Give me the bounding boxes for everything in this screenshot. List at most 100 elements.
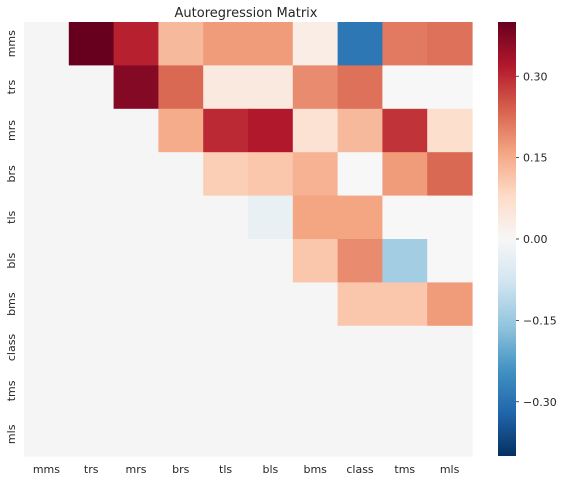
heatmap-cell-tls-class — [337, 195, 383, 240]
heatmap-cell-mls-class — [337, 412, 383, 457]
heatmap-cell-trs-brs — [158, 65, 204, 110]
heatmap-cell-mrs-mrs — [113, 108, 159, 153]
heatmap-cell-tms-mms — [24, 369, 70, 414]
heatmap-cell-class-mms — [24, 325, 70, 370]
heatmap-cell-brs-trs — [68, 152, 115, 197]
heatmap-cell-mrs-class — [337, 108, 383, 153]
heatmap-cell-class-brs — [158, 325, 204, 370]
heatmap-cell-bls-mrs — [113, 239, 159, 283]
heatmap-cell-bms-class — [337, 282, 383, 327]
heatmap-cell-mls-trs — [68, 412, 115, 457]
heatmap-cell-brs-tls — [203, 152, 249, 197]
heatmap-cell-class-tls — [203, 325, 249, 370]
heatmap-cell-bms-brs — [158, 282, 204, 327]
heatmap-cell-brs-mls — [427, 152, 473, 197]
colorbar-tick-label: −0.15 — [523, 314, 557, 327]
heatmap-cell-mls-tms — [382, 412, 428, 457]
heatmap-cell-class-mrs — [113, 325, 159, 370]
heatmap-cell-mrs-bms — [292, 108, 339, 153]
y-tick-label: trs — [5, 80, 18, 95]
heatmap-cell-mms-brs — [158, 22, 204, 66]
heatmap-cell-tms-trs — [68, 369, 115, 414]
y-tick-label: tms — [5, 380, 18, 401]
heatmap-cell-trs-mms — [24, 65, 70, 110]
heatmap-cell-tls-tms — [382, 195, 428, 240]
heatmap-cell-class-bls — [248, 325, 294, 370]
heatmap-cell-trs-tms — [382, 65, 428, 110]
heatmap-cell-tls-bls — [248, 195, 294, 240]
heatmap-cell-mls-mms — [24, 412, 70, 457]
colorbar — [498, 22, 516, 456]
heatmap-cell-trs-mrs — [113, 65, 159, 110]
heatmap-cell-class-tms — [382, 325, 428, 370]
heatmap-cell-bms-mrs — [113, 282, 159, 327]
heatmap-cell-tls-trs — [68, 195, 115, 240]
heatmap-cell-bms-trs — [68, 282, 115, 327]
heatmap-cell-tls-bms — [292, 195, 339, 240]
heatmap-cell-mrs-tls — [203, 108, 249, 153]
heatmap-cell-bms-mms — [24, 282, 70, 327]
heatmap-cell-trs-class — [337, 65, 383, 110]
y-tick-label: class — [5, 334, 18, 362]
heatmap-cell-trs-tls — [203, 65, 249, 110]
heatmap-cell-tms-mls — [427, 369, 473, 414]
heatmap-cell-tls-mms — [24, 195, 70, 240]
heatmap-cell-brs-bls — [248, 152, 294, 197]
heatmap-cell-bls-mms — [24, 239, 70, 283]
heatmap-cell-brs-class — [337, 152, 383, 197]
heatmap-cell-tms-bms — [292, 369, 339, 414]
heatmap-cell-trs-mls — [427, 65, 473, 110]
y-tick-label: bms — [5, 292, 18, 316]
colorbar-tick-label: 0.15 — [523, 152, 548, 165]
heatmap-cell-mms-mls — [427, 22, 473, 66]
y-tick-label: tls — [5, 210, 18, 223]
x-tick-label: mms — [33, 463, 60, 476]
heatmap-cell-bls-tls — [203, 239, 249, 283]
heatmap-cell-tls-mrs — [113, 195, 159, 240]
x-tick-label: class — [346, 463, 374, 476]
heatmap-cell-class-class — [337, 325, 383, 370]
heatmap-cell-mms-mrs — [113, 22, 159, 66]
heatmap-cell-class-bms — [292, 325, 339, 370]
heatmap-cell-trs-bms — [292, 65, 339, 110]
heatmap-cell-mms-bms — [292, 22, 339, 66]
heatmap-cell-tls-mls — [427, 195, 473, 240]
chart-title: Autoregression Matrix — [175, 6, 318, 21]
heatmap-cell-mrs-mms — [24, 108, 70, 153]
heatmap-cell-tms-tls — [203, 369, 249, 414]
heatmap-cell-class-trs — [68, 325, 115, 370]
heatmap-cell-class-mls — [427, 325, 473, 370]
heatmap-cell-bls-trs — [68, 239, 115, 283]
heatmap-cell-mrs-mls — [427, 108, 473, 153]
heatmap-cell-tls-brs — [158, 195, 204, 240]
x-tick-label: brs — [172, 463, 190, 476]
heatmap-cell-tms-bls — [248, 369, 294, 414]
heatmap-cell-bms-mls — [427, 282, 473, 327]
x-tick-label: bls — [263, 463, 279, 476]
heatmap-cell-trs-trs — [68, 65, 115, 110]
heatmap-cell-tms-brs — [158, 369, 204, 414]
heatmap-cell-bls-tms — [382, 239, 428, 283]
heatmap-cell-mms-trs — [68, 22, 115, 66]
y-tick-label: mls — [5, 424, 18, 444]
x-tick-label: tms — [394, 463, 415, 476]
plot-area — [24, 22, 473, 457]
colorbar-tick-label: 0.00 — [523, 233, 548, 246]
heatmap-cell-mls-bms — [292, 412, 339, 457]
heatmap-cell-mrs-brs — [158, 108, 204, 153]
heatmap-cell-bms-tls — [203, 282, 249, 327]
heatmap-cell-mrs-tms — [382, 108, 428, 153]
colorbar-tick-label: −0.30 — [523, 396, 557, 409]
heatmap-cell-brs-bms — [292, 152, 339, 197]
heatmap-cell-mls-tls — [203, 412, 249, 457]
x-tick-label: bms — [303, 463, 327, 476]
heatmap-cell-mrs-trs — [68, 108, 115, 153]
heatmap-cell-brs-mms — [24, 152, 70, 197]
heatmap-cell-brs-mrs — [113, 152, 159, 197]
heatmap-cell-tms-class — [337, 369, 383, 414]
x-tick-label: tls — [219, 463, 232, 476]
y-axis-ticks: mms trs mrs brs tls bls bms class tms mls — [5, 30, 18, 444]
heatmap-cell-mms-bls — [248, 22, 294, 66]
heatmap-cell-tls-tls — [203, 195, 249, 240]
